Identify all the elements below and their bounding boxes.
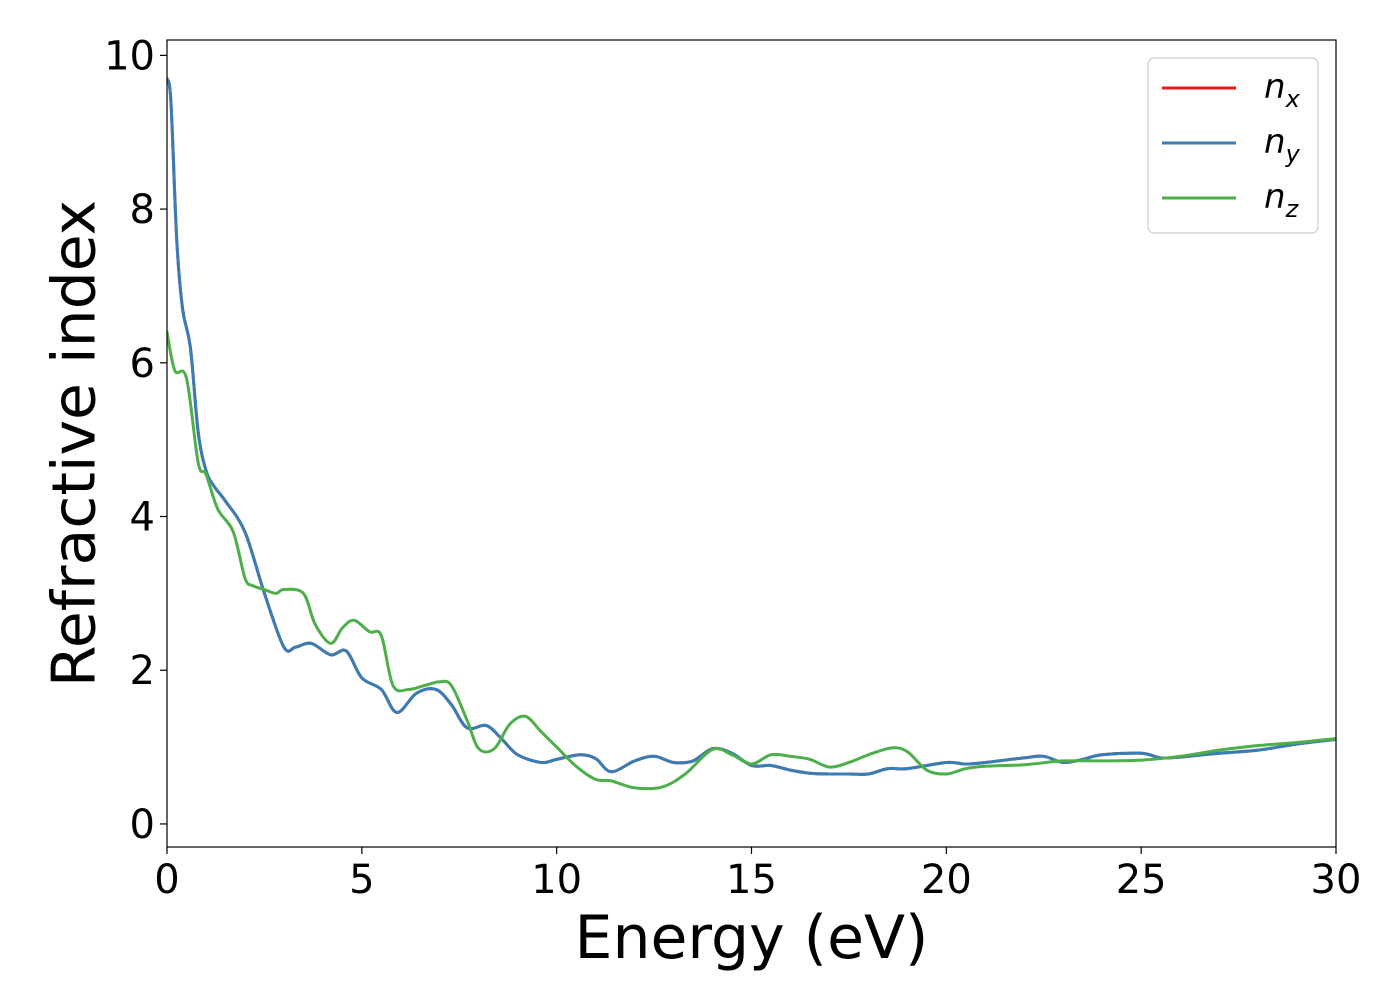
y-tick-label: 2 (130, 648, 155, 694)
x-tick-label: 15 (726, 857, 777, 903)
x-tick-label: 5 (349, 857, 374, 903)
x-tick-label: 25 (1116, 857, 1167, 903)
series-layer (167, 76, 1336, 791)
x-tick-label: 30 (1311, 857, 1362, 903)
y-tick-label: 4 (130, 495, 155, 541)
series-line-z (167, 330, 1336, 791)
x-tick-label: 10 (531, 857, 582, 903)
legend-label-x: nx (1264, 67, 1301, 113)
legend-label-y: ny (1264, 122, 1301, 168)
y-tick-label: 6 (130, 341, 155, 387)
legend-label-z: nz (1264, 177, 1300, 223)
y-tick-label: 8 (130, 187, 155, 233)
ticks-layer: 0 5 10 15 20 25 30 0 2 4 6 8 10 (104, 33, 1361, 903)
x-tick-label: 0 (154, 857, 179, 903)
y-tick-label: 10 (104, 33, 155, 79)
y-tick-label: 0 (130, 802, 155, 848)
legend-box (1147, 57, 1319, 234)
x-axis-title: Energy (eV) (575, 903, 929, 973)
y-axis-title: Refractive index (40, 200, 110, 687)
series-line-y (167, 76, 1336, 776)
legend: nx ny nz (1147, 57, 1319, 234)
x-tick-label: 20 (921, 857, 972, 903)
